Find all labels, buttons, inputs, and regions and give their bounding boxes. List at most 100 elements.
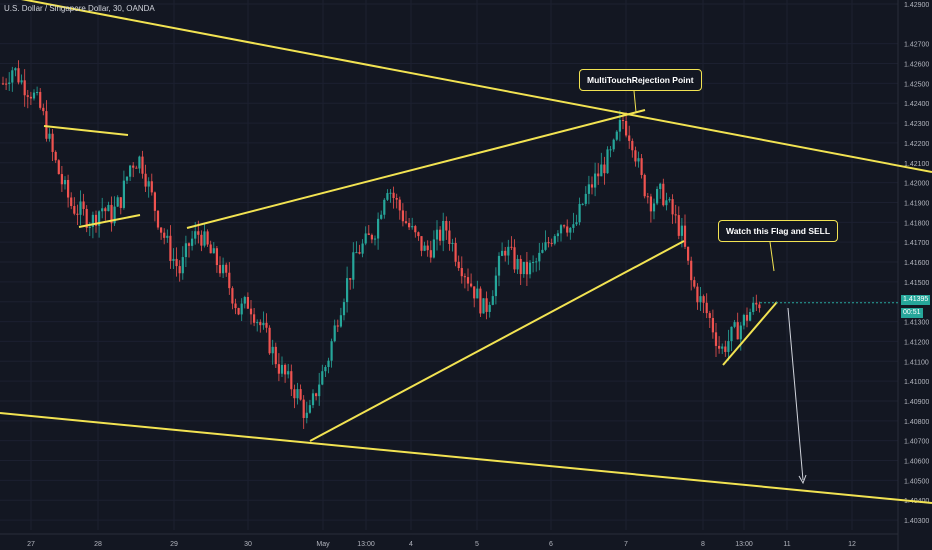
candle-body[interactable] — [683, 225, 687, 247]
candle-body[interactable] — [1, 83, 5, 85]
candle-body[interactable] — [532, 262, 535, 264]
candle-body[interactable] — [11, 70, 14, 83]
candle-body[interactable] — [240, 303, 243, 315]
candle-body[interactable] — [5, 83, 8, 85]
candle-body[interactable] — [119, 197, 122, 208]
candle-body[interactable] — [327, 360, 330, 368]
candle-body[interactable] — [547, 242, 550, 244]
candle-body[interactable] — [643, 174, 646, 197]
candle-body[interactable] — [442, 220, 445, 241]
candle-body[interactable] — [166, 235, 169, 238]
candle-body[interactable] — [48, 133, 51, 139]
candle-body[interactable] — [29, 96, 32, 99]
candle-body[interactable] — [191, 238, 194, 246]
candle-body[interactable] — [346, 278, 349, 303]
candle-body[interactable] — [265, 322, 268, 328]
candle-body[interactable] — [473, 286, 476, 299]
candle-body[interactable] — [138, 156, 141, 169]
candle-body[interactable] — [699, 296, 702, 303]
candle-body[interactable] — [70, 197, 73, 207]
upper-channel-trendline[interactable] — [186, 109, 646, 229]
candle-body[interactable] — [293, 389, 296, 399]
candle-body[interactable] — [671, 199, 674, 215]
candle-body[interactable] — [63, 179, 67, 185]
candle-body[interactable] — [318, 384, 321, 397]
candle-body[interactable] — [20, 80, 23, 83]
candle-body[interactable] — [361, 243, 364, 254]
candle-body[interactable] — [277, 364, 280, 374]
candle-body[interactable] — [45, 111, 48, 139]
candle-body[interactable] — [742, 314, 745, 326]
candle-body[interactable] — [687, 246, 690, 261]
candle-body[interactable] — [516, 258, 519, 270]
candle-body[interactable] — [187, 243, 191, 246]
candle-body[interactable] — [218, 265, 222, 274]
candle-body[interactable] — [652, 203, 656, 212]
candle-body[interactable] — [76, 213, 79, 215]
flag-bottom-trendline[interactable] — [78, 214, 141, 228]
candle-body[interactable] — [42, 107, 45, 112]
candle-body[interactable] — [206, 231, 209, 245]
candle-body[interactable] — [17, 68, 20, 83]
candle-body[interactable] — [141, 156, 144, 174]
candle-body[interactable] — [249, 308, 253, 315]
candle-body[interactable] — [330, 341, 333, 361]
candle-body[interactable] — [364, 233, 367, 244]
candle-body[interactable] — [246, 297, 249, 309]
candle-body[interactable] — [569, 227, 572, 233]
candle-body[interactable] — [129, 165, 132, 177]
candle-body[interactable] — [153, 192, 156, 211]
candle-body[interactable] — [435, 229, 439, 240]
candle-body[interactable] — [445, 220, 448, 231]
candle-body[interactable] — [222, 264, 225, 274]
candle-body[interactable] — [739, 325, 742, 340]
candle-body[interactable] — [135, 167, 138, 169]
candle-body[interactable] — [718, 345, 721, 349]
candle-body[interactable] — [494, 275, 497, 297]
candle-body[interactable] — [215, 248, 218, 266]
candle-body[interactable] — [256, 322, 259, 324]
candle-body[interactable] — [203, 231, 206, 246]
candle-body[interactable] — [302, 399, 305, 418]
candle-body[interactable] — [696, 286, 699, 303]
candle-body[interactable] — [659, 183, 662, 190]
candle-body[interactable] — [39, 91, 42, 108]
candle-body[interactable] — [60, 174, 63, 185]
candle-body[interactable] — [268, 327, 271, 354]
candle-body[interactable] — [305, 412, 308, 418]
candle-body[interactable] — [714, 332, 718, 346]
candle-body[interactable] — [85, 208, 88, 228]
candle-body[interactable] — [600, 164, 603, 177]
candle-body[interactable] — [358, 252, 361, 254]
candle-body[interactable] — [721, 346, 724, 349]
candle-body[interactable] — [491, 296, 494, 305]
candle-body[interactable] — [8, 82, 11, 84]
candle-body[interactable] — [711, 318, 714, 333]
candle-body[interactable] — [389, 192, 392, 194]
candle-body[interactable] — [758, 304, 761, 309]
candle-body[interactable] — [150, 181, 153, 193]
candle-body[interactable] — [590, 184, 594, 188]
candle-body[interactable] — [94, 214, 98, 226]
candle-body[interactable] — [311, 393, 315, 406]
candle-body[interactable] — [640, 158, 643, 175]
candle-body[interactable] — [563, 225, 566, 227]
candle-body[interactable] — [584, 193, 587, 204]
candle-body[interactable] — [745, 314, 749, 321]
candle-body[interactable] — [594, 173, 597, 188]
candle-body[interactable] — [373, 238, 377, 240]
candle-body[interactable] — [426, 245, 429, 251]
candle-body[interactable] — [755, 302, 758, 305]
flag-callout[interactable]: Watch this Flag and SELL — [718, 220, 839, 242]
upper-descending-trendline[interactable] — [0, 0, 932, 173]
candle-body[interactable] — [559, 225, 563, 234]
candle-body[interactable] — [454, 242, 457, 262]
candle-body[interactable] — [234, 303, 237, 309]
candle-body[interactable] — [57, 160, 60, 175]
candle-body[interactable] — [519, 258, 522, 275]
candle-body[interactable] — [432, 239, 435, 258]
candle-body[interactable] — [243, 297, 246, 304]
flag-top-trendline[interactable] — [43, 125, 129, 136]
candle-body[interactable] — [287, 371, 290, 375]
